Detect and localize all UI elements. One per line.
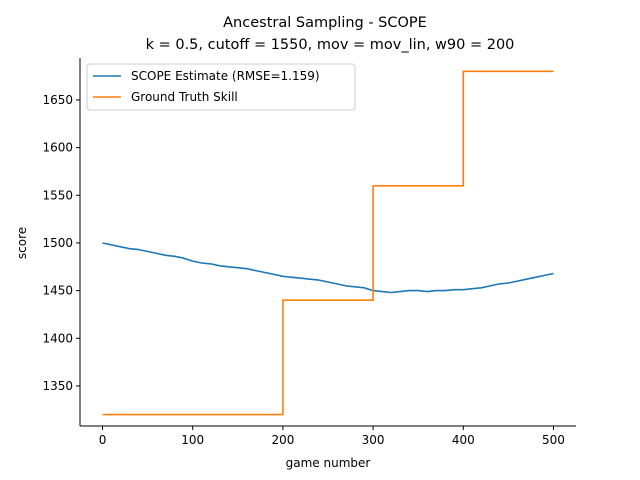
x-tick-label: 300 xyxy=(362,433,385,447)
plot-axes: 0 100 200 300 400 500 1350 1400 1450 1500 1550 1600… xyxy=(42,58,576,447)
x-tick-label: 400 xyxy=(452,433,475,447)
legend-entry: SCOPE Estimate (RMSE=1.159) xyxy=(131,69,320,83)
y-tick-label: 1350 xyxy=(42,379,73,393)
y-tick-label: 1400 xyxy=(42,331,73,345)
series-line-scope-estimate xyxy=(102,242,554,294)
x-tick-label: 0 xyxy=(99,433,107,447)
legend-entry: Ground Truth Skill xyxy=(131,90,238,104)
chart-subtitle: k = 0.5, cutoff = 1550, mov = mov_lin, w… xyxy=(146,37,515,53)
y-tick-label: 1650 xyxy=(42,93,73,107)
x-tick-label: 100 xyxy=(181,433,204,447)
chart-title: Ancestral Sampling - SCOPE xyxy=(223,15,427,31)
legend: SCOPE Estimate (RMSE=1.159) Ground Truth … xyxy=(86,63,356,111)
y-axis-label: score xyxy=(15,227,29,259)
plot-series xyxy=(102,70,554,416)
x-tick-label: 200 xyxy=(271,433,294,447)
y-tick-label: 1600 xyxy=(42,141,73,155)
y-tick-label: 1550 xyxy=(42,188,73,202)
y-tick-label: 1450 xyxy=(42,284,73,298)
y-tick-label: 1500 xyxy=(42,236,73,250)
legend-box xyxy=(86,63,356,111)
x-tick-label: 500 xyxy=(542,433,565,447)
x-axis-label: game number xyxy=(286,456,371,470)
series-line-ground-truth xyxy=(102,70,554,416)
